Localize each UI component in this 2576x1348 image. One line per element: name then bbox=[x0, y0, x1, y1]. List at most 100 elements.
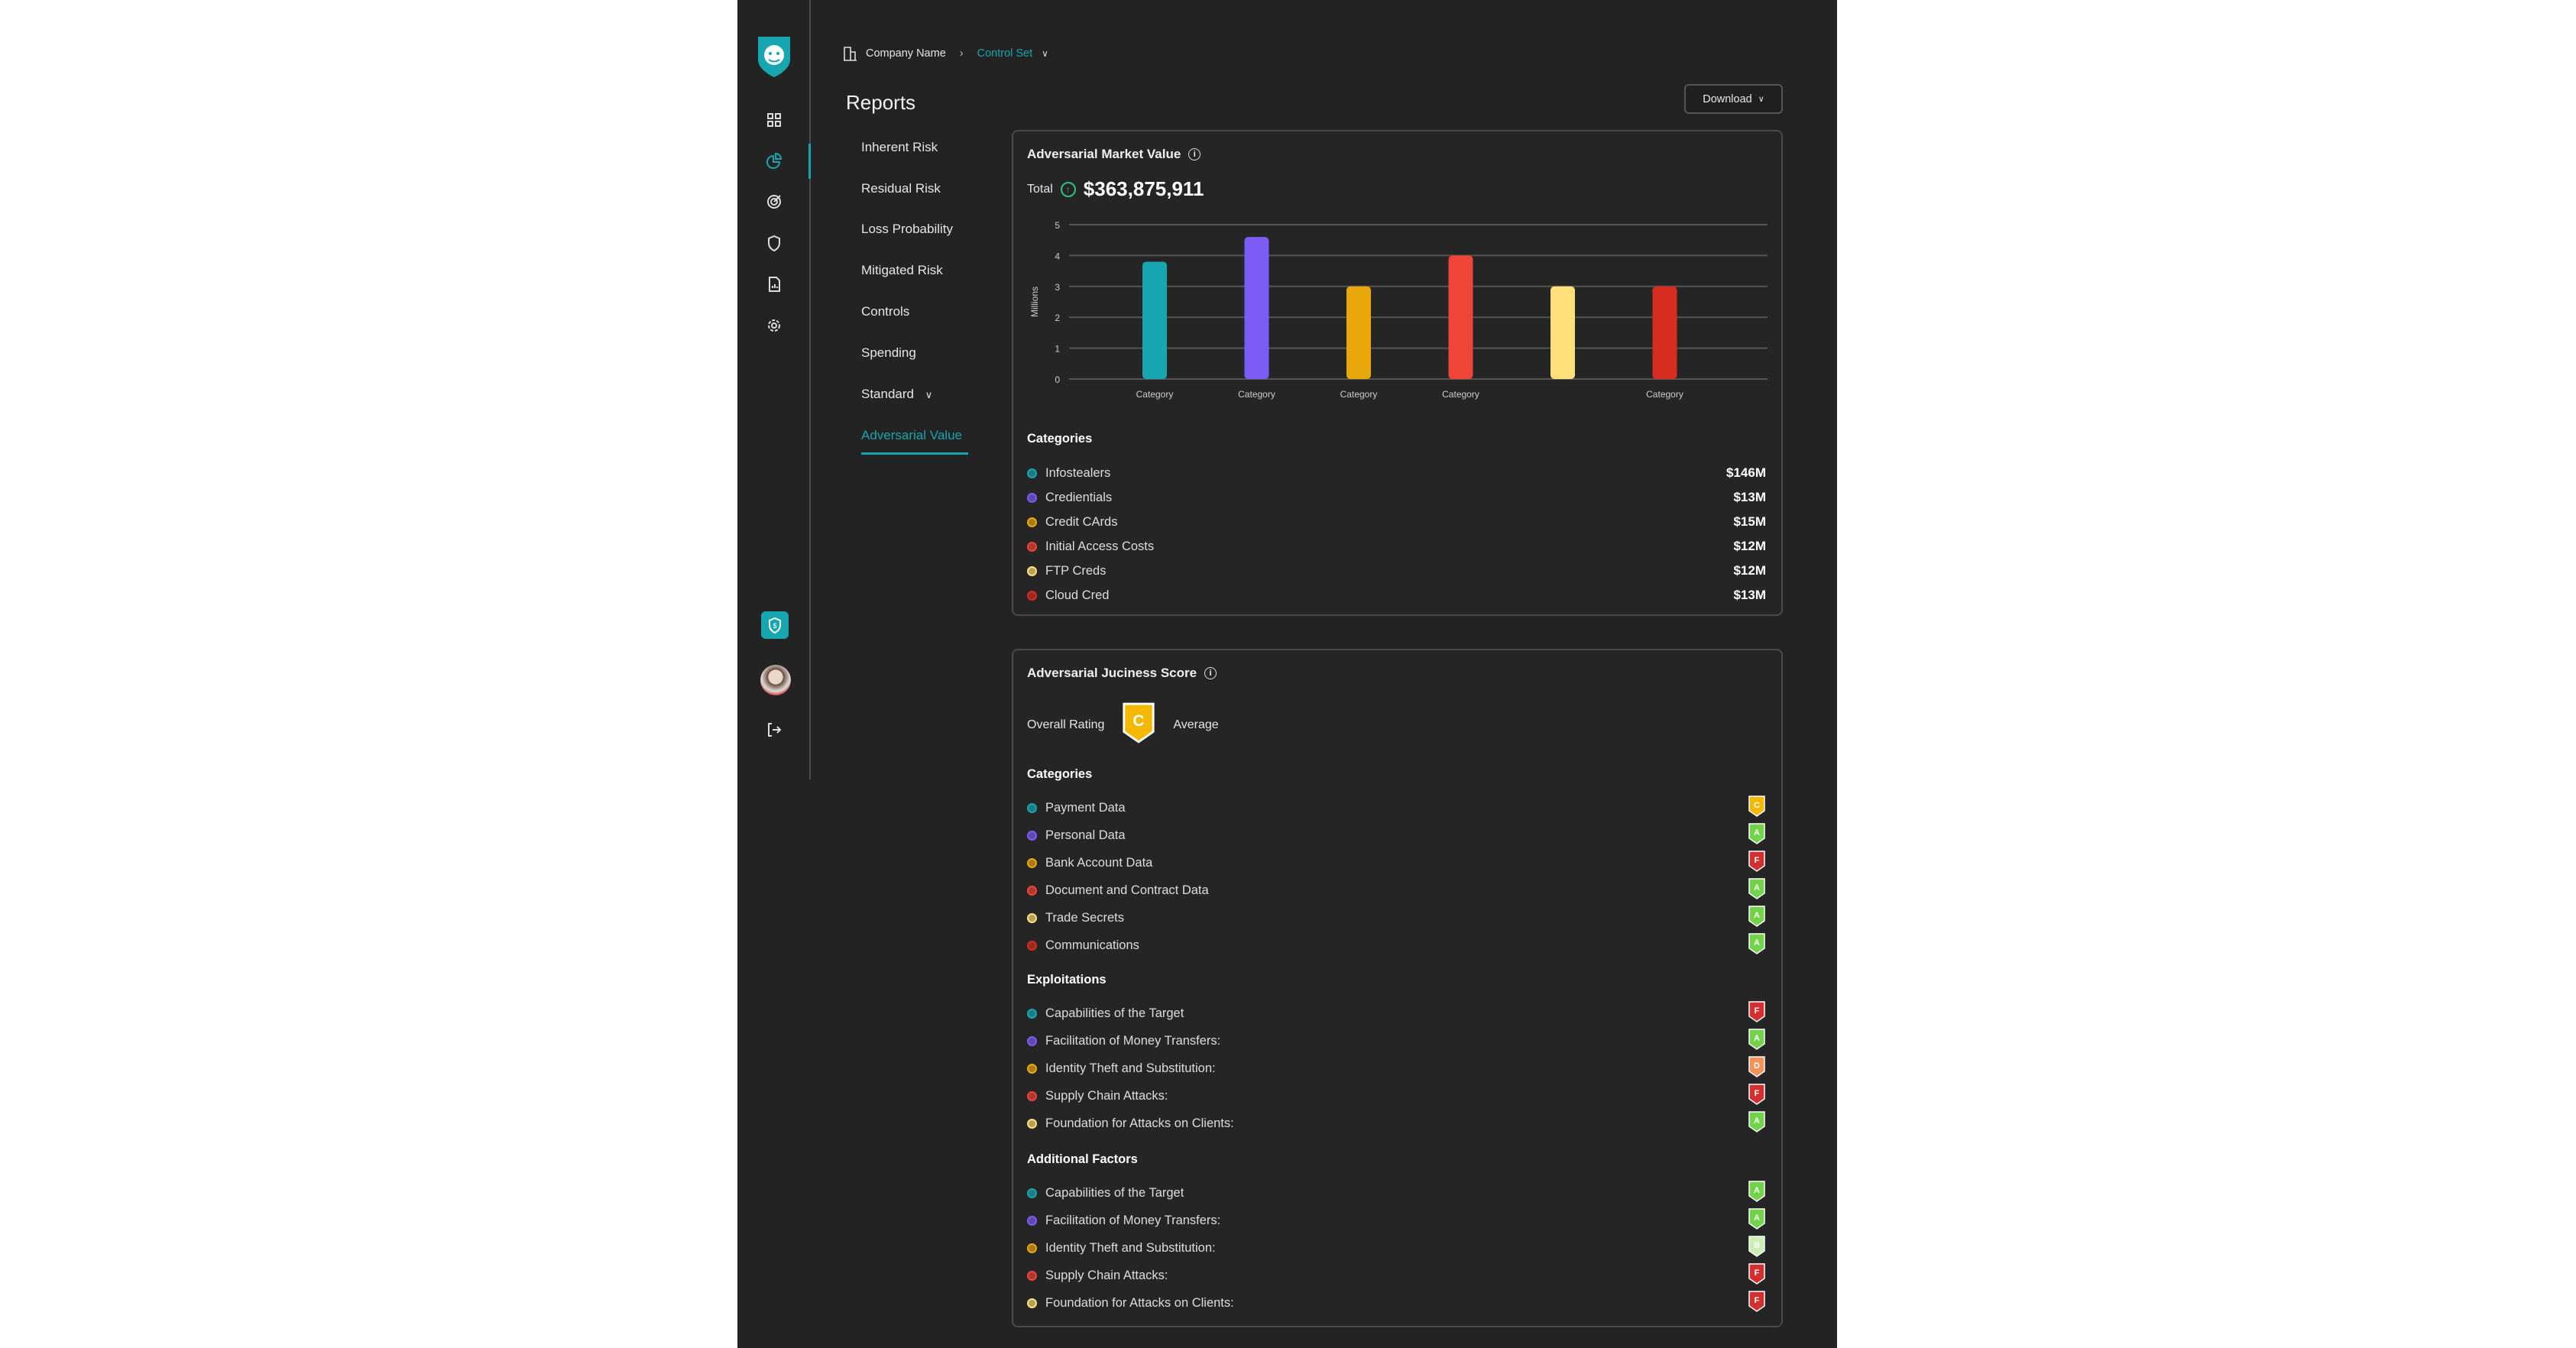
logout-button[interactable] bbox=[762, 718, 786, 742]
legend-dot bbox=[1027, 492, 1037, 503]
score-row: Capabilities of the Target F bbox=[1027, 1000, 1766, 1025]
nav-target[interactable] bbox=[762, 190, 786, 214]
grade-badge: A bbox=[1748, 1110, 1766, 1137]
category-row: FTP Creds $12M bbox=[1027, 559, 1766, 582]
info-icon[interactable]: i bbox=[1204, 667, 1217, 679]
score-item-name: Communications bbox=[1045, 938, 1139, 952]
grade-badge: F bbox=[1748, 1290, 1766, 1317]
legend-dot bbox=[1027, 590, 1037, 601]
grade-badge: A bbox=[1748, 822, 1766, 849]
score-item-name: Identity Theft and Substitution: bbox=[1045, 1061, 1216, 1075]
legend-dot bbox=[1027, 885, 1037, 896]
nav-security[interactable] bbox=[762, 231, 786, 255]
score-row: Document and Contract Data A bbox=[1027, 877, 1766, 904]
category-name: Credientials bbox=[1045, 490, 1113, 504]
legend-dot bbox=[1027, 1298, 1037, 1308]
score-item-name: Foundation for Attacks on Clients: bbox=[1045, 1116, 1234, 1130]
grade-F-badge-icon: F bbox=[1748, 1083, 1765, 1105]
grade-badge: A bbox=[1748, 932, 1766, 959]
svg-text:A: A bbox=[1754, 883, 1760, 893]
subnav-item-residual-risk[interactable]: Residual Risk bbox=[861, 181, 941, 196]
market-value-card: Adversarial Market Value i Total ↑ $363,8… bbox=[1012, 130, 1783, 616]
avatar[interactable] bbox=[760, 665, 791, 695]
card-title: Adversarial Market Value bbox=[1027, 147, 1181, 161]
category-name: Cloud Cred bbox=[1045, 588, 1110, 602]
score-item-name: Payment Data bbox=[1045, 800, 1126, 815]
card-title: Adversarial Juciness Score bbox=[1027, 666, 1197, 680]
score-row: Payment Data C bbox=[1027, 795, 1766, 819]
legend-dot bbox=[1027, 1243, 1037, 1253]
legend-dot bbox=[1027, 940, 1037, 951]
subnav-item-standard[interactable]: Standard ∨ bbox=[861, 387, 932, 402]
nav-dashboard[interactable] bbox=[762, 108, 786, 132]
subnav-item-mitigated-risk[interactable]: Mitigated Risk bbox=[861, 263, 943, 278]
svg-text:A: A bbox=[1754, 1186, 1760, 1195]
legend-dot bbox=[1027, 802, 1037, 813]
grade-badge: A bbox=[1748, 1028, 1766, 1055]
subnav-item-loss-probability[interactable]: Loss Probability bbox=[861, 222, 953, 237]
score-item-name: Document and Contract Data bbox=[1045, 883, 1209, 897]
nav-documents[interactable] bbox=[762, 272, 786, 296]
section-heading: Categories bbox=[1027, 767, 1093, 781]
pie-chart-icon bbox=[766, 153, 783, 169]
bar-chart: 0 1 2 3 4 5 Millions Category Category Category Ca… bbox=[1029, 220, 1768, 400]
svg-text:F: F bbox=[1755, 856, 1760, 865]
subnav-label: Residual Risk bbox=[861, 181, 941, 196]
bar bbox=[1652, 286, 1677, 379]
grade-C-badge-icon: C bbox=[1748, 795, 1765, 817]
category-value: $13M bbox=[1733, 490, 1766, 504]
svg-text:$: $ bbox=[773, 622, 776, 630]
score-row: Foundation for Attacks on Clients: F bbox=[1027, 1290, 1766, 1317]
grade-C-badge-icon: C bbox=[1123, 702, 1155, 744]
chevron-down-icon: ∨ bbox=[1758, 95, 1764, 104]
x-tick-label: Category bbox=[1442, 389, 1479, 400]
grid-icon bbox=[767, 113, 781, 127]
breadcrumb-company[interactable]: Company Name bbox=[866, 47, 946, 60]
svg-text:F: F bbox=[1755, 1089, 1760, 1098]
legend-dot bbox=[1027, 1118, 1037, 1129]
score-row: Facilitation of Money Transfers: A bbox=[1027, 1028, 1766, 1055]
score-row: Identity Theft and Substitution: D bbox=[1027, 1055, 1766, 1080]
download-button[interactable]: Download ∨ bbox=[1684, 84, 1783, 114]
grade-F-badge-icon: F bbox=[1748, 1262, 1765, 1285]
category-name: FTP Creds bbox=[1045, 563, 1107, 578]
score-row: Communications A bbox=[1027, 932, 1766, 959]
grade-badge: A bbox=[1748, 1180, 1766, 1207]
grade-A-badge-icon: A bbox=[1748, 877, 1765, 899]
subnav-item-adversarial-value[interactable]: Adversarial Value bbox=[861, 428, 968, 455]
x-tick-label: Category bbox=[1340, 389, 1378, 400]
subnav-item-controls[interactable]: Controls bbox=[861, 304, 909, 319]
nav-reports[interactable] bbox=[762, 149, 786, 173]
svg-text:A: A bbox=[1754, 938, 1760, 948]
grade-badge: A bbox=[1748, 877, 1766, 904]
chevron-down-icon[interactable]: ∨ bbox=[1042, 48, 1048, 59]
legend-dot bbox=[1027, 857, 1037, 868]
breadcrumb-control-set[interactable]: Control Set bbox=[977, 47, 1033, 60]
nav-settings[interactable] bbox=[762, 313, 786, 338]
grade-F-badge-icon: F bbox=[1748, 850, 1765, 872]
grade-A-badge-icon: A bbox=[1748, 1028, 1765, 1050]
subnav-label: Loss Probability bbox=[861, 222, 954, 236]
score-row: Bank Account Data F bbox=[1027, 850, 1766, 877]
billing-shield-button[interactable]: $ bbox=[761, 611, 789, 639]
subnav-label: Mitigated Risk bbox=[861, 263, 943, 277]
legend-dot bbox=[1027, 1270, 1037, 1281]
info-icon[interactable]: i bbox=[1188, 148, 1201, 160]
legend-dot bbox=[1027, 1035, 1037, 1046]
gear-icon bbox=[768, 319, 780, 332]
subnav-item-inherent-risk[interactable]: Inherent Risk bbox=[861, 140, 938, 155]
score-row: Identity Theft and Substitution: B bbox=[1027, 1235, 1766, 1259]
category-row: Cloud Cred $13M bbox=[1027, 584, 1766, 607]
subnav-item-spending[interactable]: Spending bbox=[861, 345, 916, 361]
svg-text:C: C bbox=[1754, 801, 1760, 810]
score-row: Capabilities of the Target A bbox=[1027, 1180, 1766, 1207]
grade-badge: F bbox=[1748, 1262, 1766, 1289]
svg-text:F: F bbox=[1755, 1006, 1760, 1016]
arrow-up-circle-icon: ↑ bbox=[1060, 181, 1076, 197]
grade-A-badge-icon: A bbox=[1748, 1207, 1765, 1230]
grade-badge: A bbox=[1748, 905, 1766, 932]
score-row: Foundation for Attacks on Clients: A bbox=[1027, 1110, 1766, 1137]
svg-text:A: A bbox=[1754, 828, 1760, 838]
building-icon bbox=[844, 47, 857, 61]
grade-badge: F bbox=[1748, 850, 1766, 877]
